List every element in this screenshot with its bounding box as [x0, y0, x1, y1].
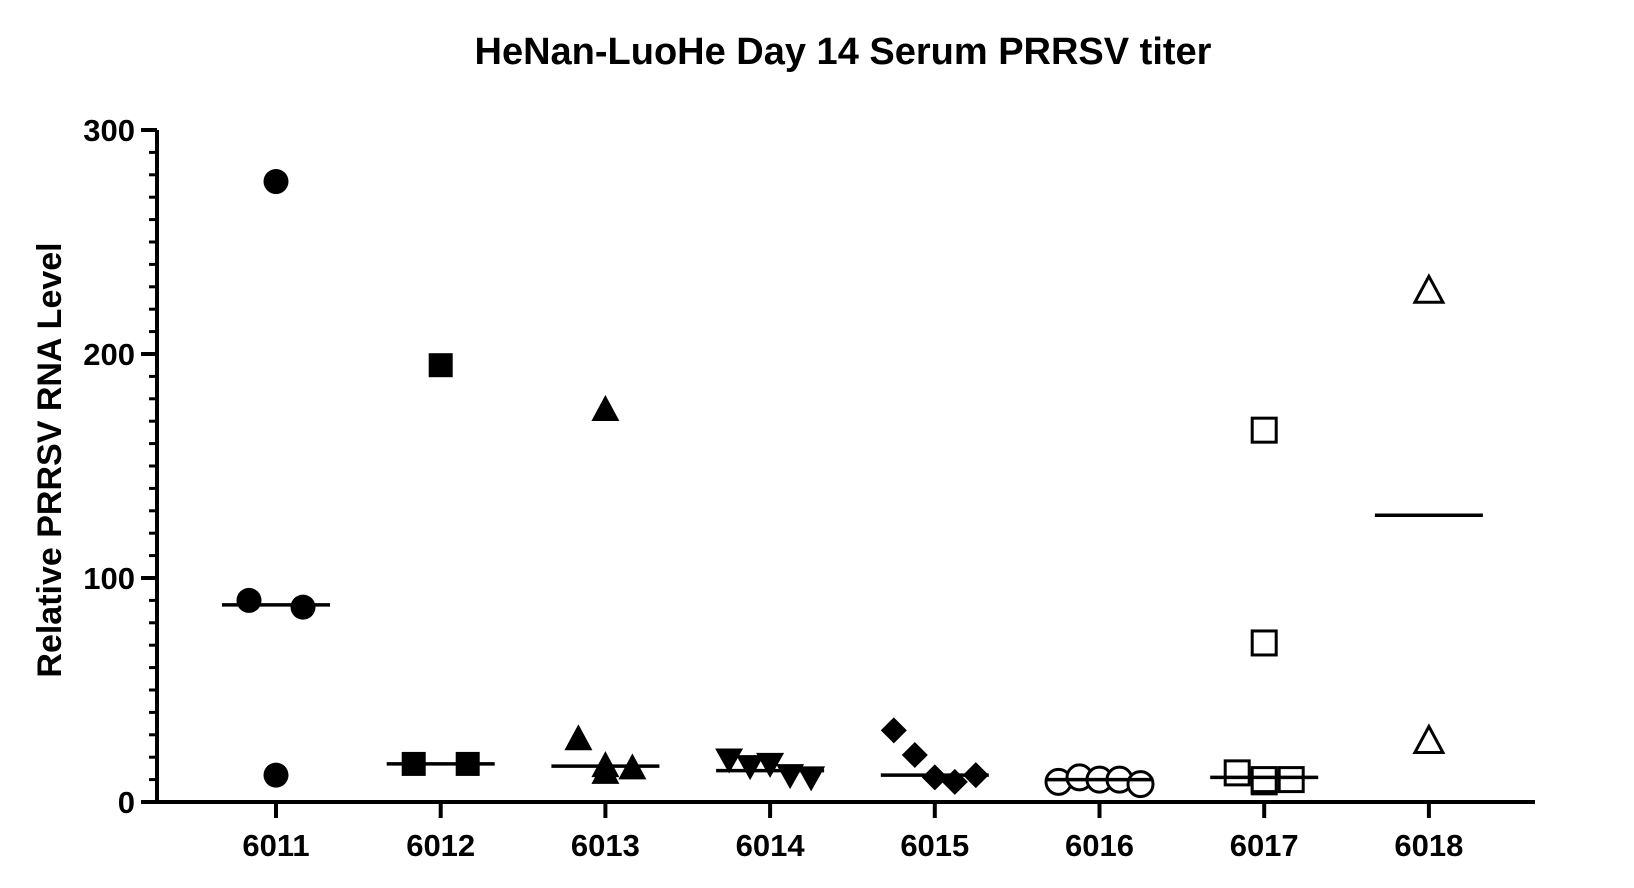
- data-point-6017: [1250, 416, 1278, 444]
- data-point-6018: [1412, 723, 1446, 755]
- data-point-6017: [1277, 766, 1305, 794]
- data-point-6011: [236, 587, 262, 613]
- data-point-6017: [1250, 629, 1278, 657]
- data-point-6014: [715, 748, 744, 774]
- y-tick-label: 200: [83, 337, 135, 372]
- y-tick-label: 300: [83, 113, 135, 148]
- data-point-6013: [564, 724, 593, 751]
- x-ticks: 6011 6012 6013 6014 6015 6016 6017 6018: [242, 802, 1463, 863]
- y-axis-label: Relative PRRSV RNA Level: [31, 242, 69, 677]
- data-point-6014: [756, 752, 785, 778]
- data-point-6018: [1412, 273, 1446, 304]
- data-point-6013: [591, 395, 620, 421]
- x-tick-label: 6011: [242, 828, 309, 863]
- data-point-6014: [797, 766, 826, 792]
- y-ticks: 0 100 200 300: [83, 113, 157, 820]
- data-point-6011: [263, 762, 289, 788]
- x-tick-label: 6012: [406, 828, 475, 863]
- data-point-6015: [921, 764, 948, 791]
- x-tick-label: 6018: [1394, 828, 1463, 863]
- data-point-6015: [941, 768, 968, 795]
- y-tick-label: 100: [83, 561, 135, 596]
- data-point-6011: [290, 594, 316, 620]
- data-point-6016: [1126, 770, 1155, 799]
- axes: [155, 130, 1535, 804]
- x-tick-label: 6015: [900, 828, 969, 863]
- data-point-6015: [880, 717, 907, 744]
- x-tick-label: 6016: [1065, 828, 1134, 863]
- data-point-6017: [1250, 766, 1278, 794]
- data-point-6012: [428, 353, 453, 378]
- data-point-6011: [263, 169, 289, 195]
- data-point-6013: [591, 757, 620, 784]
- median-lines: [222, 513, 1483, 782]
- y-tick-label: 0: [118, 785, 135, 820]
- data-point-6015: [901, 741, 928, 768]
- x-tick-label: 6014: [736, 828, 806, 863]
- x-tick-label: 6013: [571, 828, 640, 863]
- data-point-6017: [1223, 759, 1251, 787]
- x-tick-label: 6017: [1230, 828, 1299, 863]
- chart-title: HeNan-LuoHe Day 14 Serum PRRSV titer: [475, 31, 1212, 73]
- data-point-6014: [736, 755, 765, 781]
- data-points: [236, 169, 1446, 799]
